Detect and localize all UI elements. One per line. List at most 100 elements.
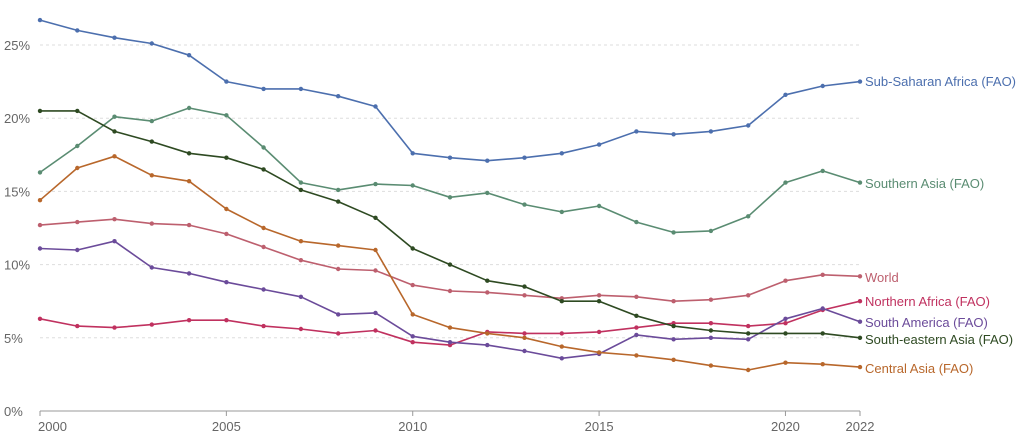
data-point bbox=[671, 337, 676, 342]
data-point bbox=[708, 335, 714, 340]
data-point bbox=[410, 312, 415, 317]
data-point bbox=[671, 323, 676, 329]
data-point bbox=[336, 94, 341, 99]
data-point bbox=[820, 306, 825, 311]
series-south-america-fao bbox=[37, 239, 863, 361]
x-tick-label: 2000 bbox=[38, 419, 67, 434]
data-point bbox=[746, 293, 751, 298]
data-point bbox=[224, 206, 229, 212]
data-point bbox=[112, 217, 117, 222]
data-point bbox=[112, 154, 117, 159]
data-point bbox=[149, 221, 154, 226]
data-point bbox=[820, 83, 825, 89]
data-point bbox=[783, 331, 788, 336]
data-point bbox=[634, 313, 639, 318]
x-tick-label: 2020 bbox=[771, 419, 800, 434]
data-point bbox=[485, 190, 490, 196]
series-south-eastern-asia-fao bbox=[37, 108, 863, 340]
data-point bbox=[373, 268, 378, 273]
data-point bbox=[373, 247, 378, 253]
data-point bbox=[485, 158, 490, 163]
data-point bbox=[820, 362, 825, 367]
data-point bbox=[783, 316, 788, 321]
data-point bbox=[559, 344, 564, 349]
series-central-asia-fao bbox=[37, 154, 863, 373]
data-point bbox=[373, 215, 378, 220]
data-point bbox=[37, 222, 43, 228]
data-point bbox=[37, 198, 43, 203]
data-point bbox=[75, 219, 80, 225]
data-point bbox=[336, 266, 341, 272]
axis-layer: 0% 5% 10% 15% 20% 25% 2000 2005 2010 2015 2020 2022 bbox=[4, 38, 874, 434]
data-point bbox=[261, 86, 266, 92]
data-point bbox=[186, 53, 192, 58]
series-southern-asia-fao bbox=[37, 105, 863, 235]
data-point bbox=[708, 321, 714, 326]
data-point bbox=[336, 331, 341, 336]
data-point bbox=[75, 28, 80, 33]
data-point bbox=[298, 326, 304, 332]
data-point bbox=[857, 299, 863, 304]
series-label-south-eastern-asia-fao: South-eastern Asia (FAO) bbox=[865, 332, 1013, 347]
data-point bbox=[522, 348, 527, 354]
data-point bbox=[708, 228, 714, 234]
data-point bbox=[746, 337, 751, 342]
data-point bbox=[708, 129, 714, 134]
data-point bbox=[746, 367, 751, 373]
data-point bbox=[447, 262, 453, 267]
data-point bbox=[820, 331, 825, 336]
data-point bbox=[746, 214, 751, 219]
data-point bbox=[112, 129, 117, 134]
data-point bbox=[708, 363, 714, 368]
data-point bbox=[857, 319, 863, 324]
series-label-sub-saharan-africa-fao: Sub-Saharan Africa (FAO) bbox=[865, 74, 1016, 89]
data-point bbox=[75, 247, 80, 253]
y-tick-label: 5% bbox=[4, 331, 23, 346]
data-point bbox=[857, 335, 863, 340]
data-point bbox=[820, 272, 825, 277]
x-tick-label: 2005 bbox=[212, 419, 241, 434]
data-point bbox=[746, 323, 751, 329]
data-point bbox=[186, 318, 192, 323]
data-point bbox=[634, 325, 639, 330]
data-point bbox=[596, 142, 602, 147]
data-point bbox=[596, 350, 602, 355]
data-point bbox=[746, 123, 751, 128]
data-point bbox=[559, 356, 564, 361]
data-point bbox=[447, 195, 453, 200]
data-point bbox=[671, 299, 676, 304]
data-point bbox=[559, 331, 564, 336]
x-tick-label: 2022 bbox=[846, 419, 875, 434]
data-point bbox=[224, 155, 229, 160]
series-world bbox=[37, 217, 863, 304]
series-label-southern-asia-fao: Southern Asia (FAO) bbox=[865, 176, 984, 191]
data-point bbox=[186, 271, 192, 276]
data-point bbox=[298, 86, 304, 92]
data-point bbox=[336, 187, 341, 193]
data-point bbox=[522, 331, 527, 336]
series-sub-saharan-africa-fao bbox=[37, 17, 863, 163]
data-point bbox=[485, 331, 490, 336]
data-point bbox=[37, 246, 43, 251]
y-tick-label: 15% bbox=[4, 184, 30, 199]
data-point bbox=[671, 357, 676, 362]
data-point bbox=[596, 293, 602, 298]
data-point bbox=[522, 293, 527, 298]
data-point bbox=[857, 274, 863, 279]
data-point bbox=[522, 284, 527, 289]
data-point bbox=[708, 297, 714, 302]
series-label-central-asia-fao: Central Asia (FAO) bbox=[865, 361, 973, 376]
data-point bbox=[634, 219, 639, 225]
series-line bbox=[39, 19, 861, 162]
data-point bbox=[298, 258, 304, 263]
data-point bbox=[37, 108, 43, 114]
data-point bbox=[186, 151, 192, 156]
data-point bbox=[75, 323, 80, 329]
data-point bbox=[447, 155, 453, 160]
data-point bbox=[261, 287, 266, 292]
data-point bbox=[746, 331, 751, 336]
data-point bbox=[261, 167, 266, 172]
data-point bbox=[485, 342, 490, 348]
data-point bbox=[224, 79, 229, 84]
data-point bbox=[410, 183, 415, 188]
